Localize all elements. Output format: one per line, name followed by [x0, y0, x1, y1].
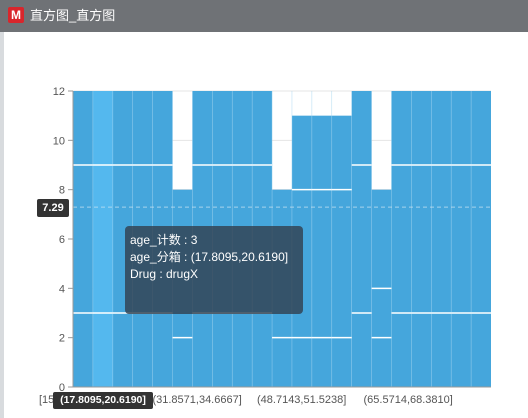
histogram-bar-segment[interactable]: [232, 313, 253, 387]
histogram-bar-segment[interactable]: [471, 313, 491, 387]
histogram-bar-segment[interactable]: [212, 91, 233, 165]
tooltip-drug: Drug : drugX: [130, 267, 199, 281]
histogram-bar-segment[interactable]: [371, 337, 392, 387]
histogram-bar-segment[interactable]: [431, 91, 452, 165]
histogram-bar-segment[interactable]: [92, 165, 113, 313]
histogram-bar-segment[interactable]: [192, 313, 213, 387]
tooltip-bin: age_分箱 : (17.8095,20.6190]: [130, 250, 289, 264]
histogram-bar-segment[interactable]: [73, 165, 93, 313]
histogram-bar-segment[interactable]: [331, 115, 352, 190]
histogram-bar-segment[interactable]: [451, 313, 472, 387]
histogram-bar-segment[interactable]: [212, 313, 233, 387]
histogram-bar-segment[interactable]: [451, 165, 472, 313]
x-tick-label: [15: [39, 394, 54, 406]
histogram-bar-segment[interactable]: [351, 165, 372, 313]
histogram-bar-segment[interactable]: [252, 313, 273, 387]
y-tick-label: 2: [59, 333, 65, 345]
histogram-bar-segment[interactable]: [73, 313, 93, 387]
histogram-bar-segment[interactable]: [351, 91, 372, 165]
histogram-bar-segment[interactable]: [152, 313, 173, 387]
histogram-bar-segment[interactable]: [391, 313, 412, 387]
histogram-bar-segment[interactable]: [112, 91, 133, 165]
histogram-bar-segment[interactable]: [391, 165, 412, 313]
histogram-bar-segment[interactable]: [291, 115, 312, 190]
y-tick-label: 0: [59, 382, 65, 394]
tooltip-count: age_计数 : 3: [130, 233, 198, 247]
chart-tooltip: age_计数 : 3 age_分箱 : (17.8095,20.6190] Dr…: [125, 226, 303, 314]
histogram-bar-segment[interactable]: [391, 91, 412, 165]
histogram-bar-segment[interactable]: [331, 337, 352, 387]
histogram-bar-segment[interactable]: [92, 313, 113, 387]
app-logo-icon: M: [8, 7, 24, 23]
chart-svg[interactable]: 0 2 4 6 8 10 12 [15 (31.8571,34.6667] (48.7143,51…: [0, 32, 528, 418]
histogram-bar-segment[interactable]: [291, 337, 312, 387]
histogram-bar-segment[interactable]: [73, 91, 93, 165]
histogram-chart[interactable]: 0 2 4 6 8 10 12 [15 (31.8571,34.6667] (48.7143,51…: [0, 32, 528, 418]
histogram-bar-segment[interactable]: [451, 91, 472, 165]
left-panel-edge: [0, 32, 4, 418]
histogram-bar-segment[interactable]: [371, 189, 392, 289]
histogram-bar-segment[interactable]: [471, 165, 491, 313]
y-tick-label: 8: [59, 185, 65, 197]
histogram-bar-segment[interactable]: [431, 165, 452, 313]
y-tick-label: 6: [59, 234, 65, 246]
histogram-bar-segment[interactable]: [152, 91, 173, 165]
y-tick-label: 12: [53, 86, 65, 98]
histogram-bar-segment[interactable]: [311, 337, 332, 387]
histogram-bar-segment[interactable]: [471, 91, 491, 165]
histogram-bar-segment[interactable]: [311, 189, 332, 338]
histogram-bar-segment[interactable]: [132, 91, 153, 165]
histogram-bar-segment[interactable]: [311, 115, 332, 190]
x-tick-label: (65.5714,68.3810]: [364, 394, 453, 406]
histogram-bar-segment[interactable]: [192, 91, 213, 165]
y-tick-label: 4: [59, 283, 65, 295]
x-tick-label: (48.7143,51.5238]: [257, 394, 346, 406]
window-title: 直方图_直方图: [30, 8, 116, 23]
histogram-bar-segment[interactable]: [112, 313, 133, 387]
histogram-bar-segment[interactable]: [92, 91, 113, 165]
histogram-bar-segment[interactable]: [371, 288, 392, 338]
y-tick-label: 10: [53, 135, 65, 147]
histogram-bar-segment[interactable]: [252, 91, 273, 165]
x-tick-label: (31.8571,34.6667]: [152, 394, 241, 406]
histogram-bar-segment[interactable]: [272, 337, 292, 387]
histogram-bar-segment[interactable]: [351, 313, 372, 387]
histogram-bar-segment[interactable]: [331, 189, 352, 338]
y-axis-pointer-label: 7.29: [37, 199, 69, 217]
window-titlebar: M 直方图_直方图: [0, 0, 528, 32]
histogram-bar-segment[interactable]: [232, 91, 253, 165]
histogram-bar-segment[interactable]: [132, 313, 153, 387]
histogram-bar-segment[interactable]: [431, 313, 452, 387]
histogram-bar-segment[interactable]: [172, 337, 193, 387]
x-axis-pointer-label: (17.8095,20.6190]: [53, 392, 153, 409]
histogram-bar-segment[interactable]: [411, 91, 432, 165]
histogram-bar-segment[interactable]: [411, 313, 432, 387]
histogram-bar-segment[interactable]: [411, 165, 432, 313]
